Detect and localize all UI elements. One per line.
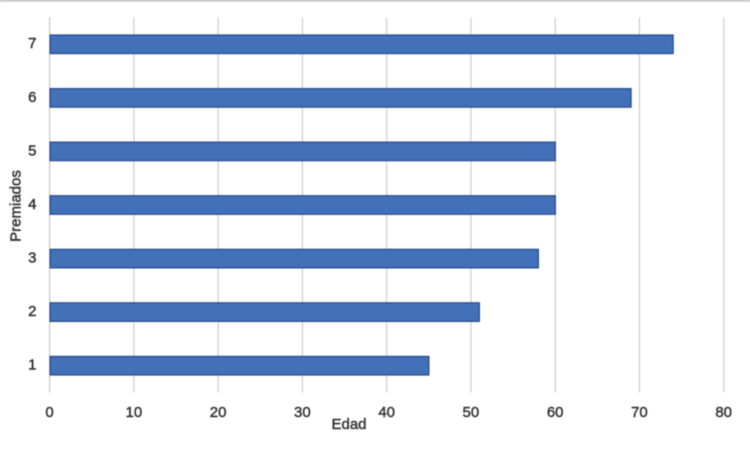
svg-text:2: 2 [28, 303, 36, 320]
svg-text:20: 20 [210, 404, 227, 421]
svg-text:10: 10 [126, 404, 143, 421]
svg-text:70: 70 [631, 404, 648, 421]
svg-text:5: 5 [28, 142, 36, 159]
svg-text:40: 40 [378, 404, 395, 421]
svg-text:30: 30 [294, 404, 311, 421]
svg-text:6: 6 [28, 89, 36, 106]
svg-text:Edad: Edad [331, 416, 366, 433]
svg-text:1: 1 [28, 357, 36, 374]
svg-text:4: 4 [28, 196, 36, 213]
svg-text:60: 60 [547, 404, 564, 421]
svg-text:0: 0 [45, 404, 53, 421]
svg-text:80: 80 [715, 404, 732, 421]
svg-text:Premiados: Premiados [8, 170, 25, 242]
svg-text:3: 3 [28, 250, 36, 267]
svg-text:50: 50 [463, 404, 480, 421]
svg-text:7: 7 [28, 35, 36, 52]
